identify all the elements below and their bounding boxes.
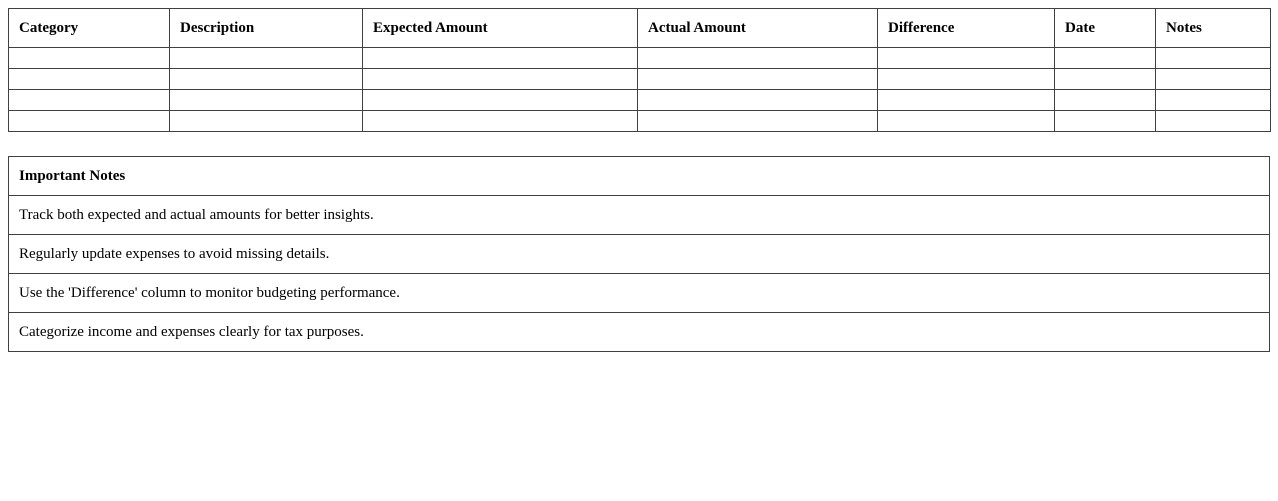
table-cell[interactable] (362, 47, 638, 69)
table-cell[interactable] (8, 110, 170, 132)
table-cell[interactable] (877, 89, 1055, 111)
note-item: Categorize income and expenses clearly f… (8, 312, 1270, 352)
table-cell[interactable] (877, 68, 1055, 90)
header-row: Category Description Expected Amount Act… (8, 8, 1271, 48)
note-item: Track both expected and actual amounts f… (8, 195, 1270, 235)
column-header-actual-amount: Actual Amount (637, 8, 878, 48)
table-cell[interactable] (8, 68, 170, 90)
note-row: Use the 'Difference' column to monitor b… (8, 273, 1270, 313)
table-cell[interactable] (877, 47, 1055, 69)
table-cell[interactable] (1155, 110, 1271, 132)
column-header-expected-amount: Expected Amount (362, 8, 638, 48)
note-row: Categorize income and expenses clearly f… (8, 312, 1270, 352)
table-cell[interactable] (637, 110, 878, 132)
table-row (8, 47, 1271, 69)
table-cell[interactable] (1155, 47, 1271, 69)
budget-table: Category Description Expected Amount Act… (8, 8, 1271, 132)
table-cell[interactable] (637, 68, 878, 90)
table-cell[interactable] (362, 89, 638, 111)
table-row (8, 110, 1271, 132)
column-header-notes: Notes (1155, 8, 1271, 48)
table-row (8, 89, 1271, 111)
table-row (8, 68, 1271, 90)
note-item: Use the 'Difference' column to monitor b… (8, 273, 1270, 313)
column-header-date: Date (1054, 8, 1156, 48)
table-cell[interactable] (1054, 68, 1156, 90)
note-item: Regularly update expenses to avoid missi… (8, 234, 1270, 274)
table-cell[interactable] (1054, 47, 1156, 69)
notes-header-row: Important Notes (8, 156, 1270, 196)
important-notes-table: Important Notes Track both expected and … (8, 156, 1270, 352)
table-cell[interactable] (877, 110, 1055, 132)
column-header-category: Category (8, 8, 170, 48)
table-cell[interactable] (1155, 68, 1271, 90)
table-cell[interactable] (1054, 89, 1156, 111)
table-cell[interactable] (637, 47, 878, 69)
table-cell[interactable] (1155, 89, 1271, 111)
note-row: Regularly update expenses to avoid missi… (8, 234, 1270, 274)
table-cell[interactable] (8, 47, 170, 69)
table-cell[interactable] (169, 110, 363, 132)
column-header-difference: Difference (877, 8, 1055, 48)
notes-title: Important Notes (8, 156, 1270, 196)
table-cell[interactable] (8, 89, 170, 111)
table-cell[interactable] (637, 89, 878, 111)
table-cell[interactable] (169, 68, 363, 90)
table-cell[interactable] (1054, 110, 1156, 132)
table-cell[interactable] (362, 110, 638, 132)
table-cell[interactable] (362, 68, 638, 90)
note-row: Track both expected and actual amounts f… (8, 195, 1270, 235)
column-header-description: Description (169, 8, 363, 48)
table-cell[interactable] (169, 89, 363, 111)
table-cell[interactable] (169, 47, 363, 69)
